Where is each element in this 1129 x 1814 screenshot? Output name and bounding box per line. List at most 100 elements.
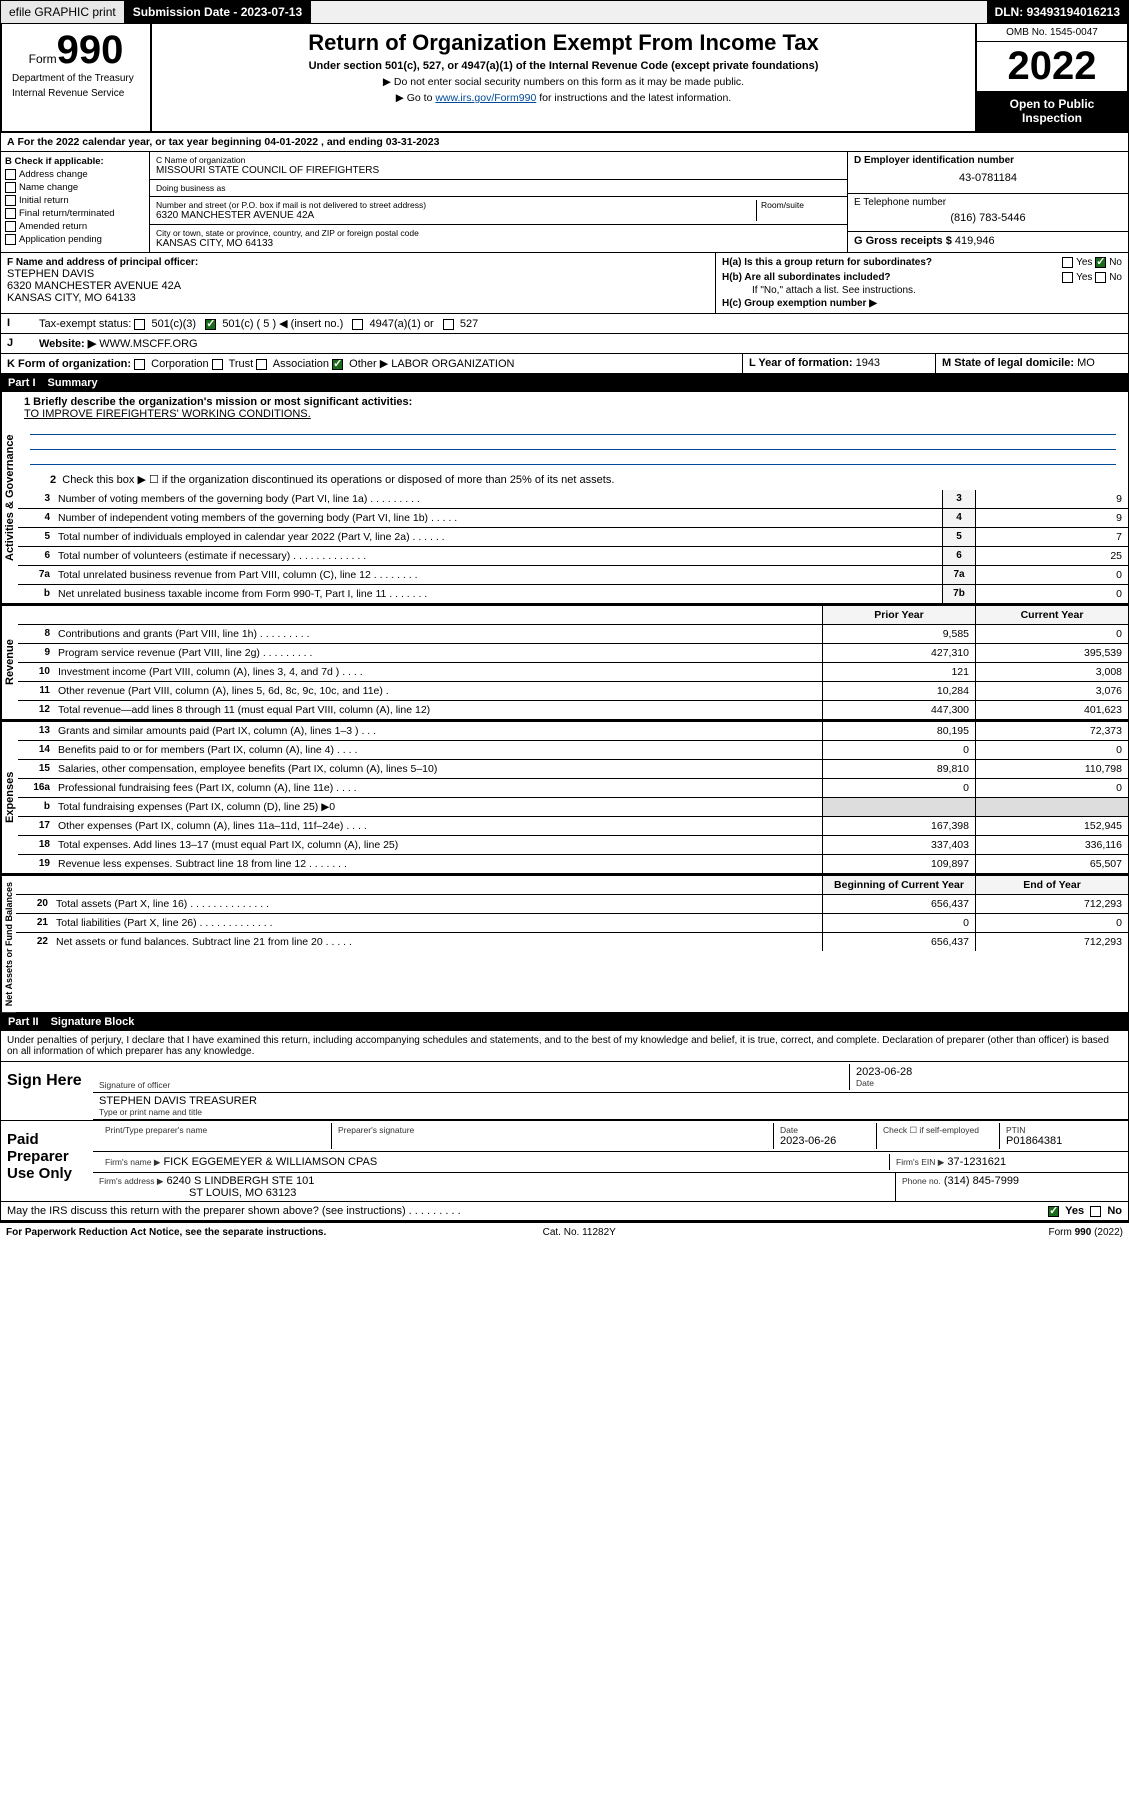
header-right: OMB No. 1545-0047 2022 Open to Public In… — [975, 24, 1127, 131]
form-number: 990 — [57, 28, 124, 72]
dln: DLN: 93493194016213 — [987, 1, 1128, 23]
summary-row: 3Number of voting members of the governi… — [18, 490, 1128, 509]
ha-yes: Yes — [1076, 257, 1092, 268]
checkbox-initial-return[interactable] — [5, 195, 16, 206]
section-fh: F Name and address of principal officer:… — [0, 253, 1129, 314]
officer-printed-name: STEPHEN DAVIS TREASURER — [99, 1095, 1122, 1107]
box-b-label: B Check if applicable: — [5, 156, 145, 167]
checkbox-name-change[interactable] — [5, 182, 16, 193]
addr-value: 6320 MANCHESTER AVENUE 42A — [156, 210, 756, 221]
ha-no: No — [1109, 257, 1122, 268]
summary-row: 13Grants and similar amounts paid (Part … — [18, 722, 1128, 741]
summary-row: 21Total liabilities (Part X, line 26) . … — [16, 914, 1128, 933]
box-h: H(a) Is this a group return for subordin… — [716, 253, 1128, 313]
footer-left: For Paperwork Reduction Act Notice, see … — [6, 1227, 326, 1238]
header-center: Return of Organization Exempt From Incom… — [152, 24, 975, 131]
summary-row: 5Total number of individuals employed in… — [18, 528, 1128, 547]
hb-label: H(b) Are all subordinates included? — [722, 272, 891, 283]
checkbox-4947[interactable] — [352, 319, 363, 330]
checkbox-ha-no[interactable] — [1095, 257, 1106, 268]
part2-num: Part II — [8, 1016, 39, 1028]
firm-phone: (314) 845-7999 — [944, 1175, 1019, 1187]
dln-value: 93493194016213 — [1027, 5, 1120, 19]
discuss-question: May the IRS discuss this return with the… — [1, 1202, 956, 1220]
open-to-public: Open to Public Inspection — [977, 91, 1127, 131]
form990-link[interactable]: www.irs.gov/Form990 — [435, 92, 536, 104]
penalties-text: Under penalties of perjury, I declare th… — [0, 1031, 1129, 1062]
addr-label: Number and street (or P.O. box if mail i… — [156, 200, 756, 210]
checkbox-amended[interactable] — [5, 221, 16, 232]
officer-addr2: KANSAS CITY, MO 64133 — [7, 292, 709, 304]
checkbox-501c[interactable] — [205, 319, 216, 330]
firm-name: FICK EGGEMEYER & WILLIAMSON CPAS — [163, 1156, 377, 1168]
ptin-value: P01864381 — [1006, 1135, 1116, 1147]
efile-print-button[interactable]: efile GRAPHIC print — [1, 1, 125, 23]
checkbox-discuss-yes[interactable] — [1048, 1206, 1059, 1217]
checkbox-app-pending[interactable] — [5, 234, 16, 245]
website-label: Website: ▶ — [39, 338, 96, 350]
box-b: B Check if applicable: Address change Na… — [1, 152, 150, 252]
lbl-app-pending: Application pending — [19, 234, 102, 245]
summary-row: 8Contributions and grants (Part VIII, li… — [18, 625, 1128, 644]
summary-row: 22Net assets or fund balances. Subtract … — [16, 933, 1128, 951]
sign-block: Sign Here Signature of officer 2023-06-2… — [0, 1062, 1129, 1202]
part2-header: Part II Signature Block — [0, 1013, 1129, 1031]
irs-label: Internal Revenue Service — [6, 88, 146, 103]
officer-label: F Name and address of principal officer: — [7, 257, 709, 268]
summary-row: 17Other expenses (Part IX, column (A), l… — [18, 817, 1128, 836]
checkbox-ha-yes[interactable] — [1062, 257, 1073, 268]
checkbox-other[interactable] — [332, 359, 343, 370]
checkbox-final-return[interactable] — [5, 208, 16, 219]
part1-num: Part I — [8, 377, 36, 389]
summary-row: 16aProfessional fundraising fees (Part I… — [18, 779, 1128, 798]
form-subtitle: Under section 501(c), 527, or 4947(a)(1)… — [162, 60, 965, 72]
mission-line — [30, 420, 1116, 435]
gross-receipts-label: G Gross receipts $ — [854, 235, 952, 247]
line-a-text: For the 2022 calendar year, or tax year … — [18, 136, 440, 148]
year-formation: 1943 — [856, 357, 880, 369]
col-beg: Beginning of Current Year — [822, 876, 975, 894]
summary-row: bNet unrelated business taxable income f… — [18, 585, 1128, 603]
checkbox-hb-no[interactable] — [1095, 272, 1106, 283]
goto-post: for instructions and the latest informat… — [536, 92, 731, 104]
section-label-exp: Expenses — [1, 722, 18, 873]
form-word: Form — [29, 52, 57, 66]
sig-date-label: Date — [856, 1078, 1116, 1088]
summary-row: 19Revenue less expenses. Subtract line 1… — [18, 855, 1128, 873]
box-f: F Name and address of principal officer:… — [1, 253, 716, 313]
officer-addr1: 6320 MANCHESTER AVENUE 42A — [7, 280, 709, 292]
prep-date-label: Date — [780, 1125, 870, 1135]
phone-value: (816) 783-5446 — [854, 208, 1122, 228]
prep-date: 2023-06-26 — [780, 1135, 870, 1147]
checkbox-hb-yes[interactable] — [1062, 272, 1073, 283]
sign-here-label: Sign Here — [1, 1062, 93, 1120]
year-formation-label: L Year of formation: — [749, 357, 853, 369]
lbl-trust: Trust — [229, 358, 254, 370]
hb-yes: Yes — [1076, 272, 1092, 283]
checkbox-527[interactable] — [443, 319, 454, 330]
checkbox-501c3[interactable] — [134, 319, 145, 330]
ein-label: D Employer identification number — [854, 155, 1122, 166]
form-number-cell: Form990 Department of the Treasury Inter… — [2, 24, 152, 131]
checkbox-address-change[interactable] — [5, 169, 16, 180]
checkbox-discuss-no[interactable] — [1090, 1206, 1101, 1217]
checkbox-trust[interactable] — [212, 359, 223, 370]
sig-officer-label: Signature of officer — [99, 1080, 849, 1090]
checkbox-assoc[interactable] — [256, 359, 267, 370]
footer-right: Form 990 (2022) — [1049, 1227, 1123, 1238]
checkbox-corp[interactable] — [134, 359, 145, 370]
section-label-rev: Revenue — [1, 606, 18, 719]
form-title: Return of Organization Exempt From Incom… — [162, 30, 965, 56]
tax-status-label: Tax-exempt status: — [39, 318, 131, 330]
ssn-note: ▶ Do not enter social security numbers o… — [162, 76, 965, 88]
summary-row: 10Investment income (Part VIII, column (… — [18, 663, 1128, 682]
summary-row: 18Total expenses. Add lines 13–17 (must … — [18, 836, 1128, 855]
discuss-yes: Yes — [1065, 1205, 1084, 1217]
summary-row: 15Salaries, other compensation, employee… — [18, 760, 1128, 779]
summary-row: 11Other revenue (Part VIII, column (A), … — [18, 682, 1128, 701]
lbl-name-change: Name change — [19, 182, 78, 193]
firm-addr1: 6240 S LINDBERGH STE 101 — [166, 1175, 314, 1187]
paid-prep-label: Paid Preparer Use Only — [1, 1121, 93, 1201]
firm-ein-label: Firm's EIN ▶ — [896, 1157, 944, 1167]
part1-header: Part I Summary — [0, 374, 1129, 392]
